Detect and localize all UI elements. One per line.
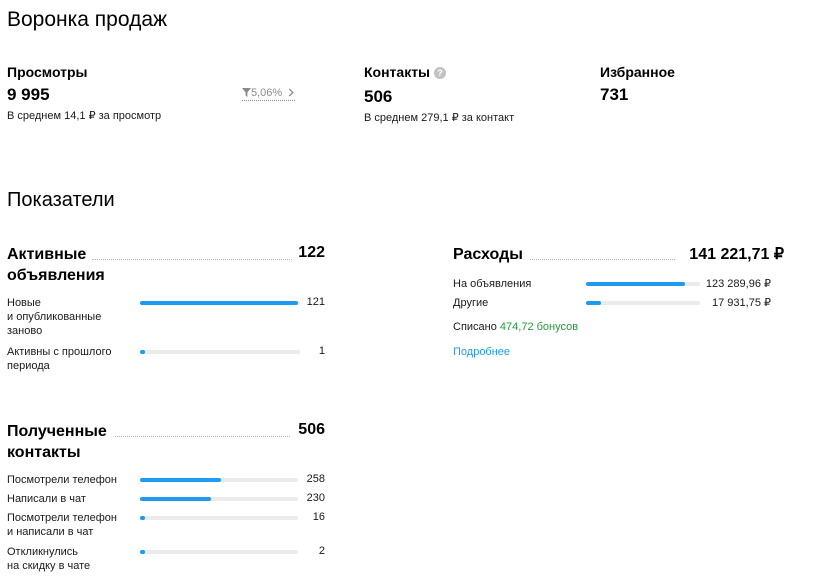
question-icon[interactable]: ? bbox=[434, 67, 447, 79]
active-ads-row-label: Активны с прошлого периода bbox=[7, 345, 111, 373]
leader-dots bbox=[530, 259, 675, 260]
contacts-row-value: 258 bbox=[306, 473, 325, 485]
contacts-row-value: 230 bbox=[306, 492, 325, 504]
leader-dots bbox=[92, 259, 292, 260]
label-line: Посмотрели телефон bbox=[7, 512, 117, 524]
progress-fill bbox=[586, 282, 686, 286]
contacts-value: 506 bbox=[364, 87, 393, 106]
active-ads-row-value: 1 bbox=[318, 345, 325, 357]
received-contacts-title-line2: контакты bbox=[7, 444, 81, 461]
received-contacts-total: 506 bbox=[298, 421, 325, 438]
progress-track bbox=[140, 497, 298, 501]
favorites-value: 731 bbox=[600, 85, 629, 104]
expenses-row-value: 17 931,75 ₽ bbox=[712, 297, 771, 309]
contacts-row-value: 16 bbox=[312, 511, 325, 523]
views-value: 9 995 bbox=[7, 85, 50, 104]
progress-fill bbox=[140, 497, 212, 501]
label-line: периода bbox=[7, 360, 50, 372]
contacts-average: В среднем 279,1 ₽ за контакт bbox=[364, 112, 515, 124]
progress-track bbox=[586, 282, 700, 286]
label-line: Откликнулись bbox=[7, 546, 79, 558]
filter-funnel-icon bbox=[242, 88, 251, 97]
leader-dots bbox=[115, 436, 290, 437]
progress-fill bbox=[140, 550, 145, 554]
contacts-row-label: Посмотрели телефон bbox=[7, 473, 117, 487]
label-line: Новые bbox=[7, 297, 41, 309]
progress-track bbox=[586, 301, 700, 305]
expenses-total: 141 221,71 ₽ bbox=[689, 246, 784, 263]
views-label: Просмотры bbox=[7, 64, 88, 80]
progress-track bbox=[140, 301, 300, 305]
contacts-row-label: Откликнулись на скидку в чате bbox=[7, 545, 90, 573]
label-line: Посмотрели телефон bbox=[7, 474, 117, 486]
progress-fill bbox=[140, 478, 221, 482]
label-line: Активны с прошлого bbox=[7, 346, 112, 358]
received-contacts-title: Полученные контакты bbox=[7, 421, 107, 463]
active-ads-title-line1: Активные bbox=[7, 246, 87, 263]
label-line: Написали в чат bbox=[7, 493, 86, 505]
contacts-row-label: Посмотрели телефон и написали в чат bbox=[7, 511, 117, 539]
favorites-label: Избранное bbox=[600, 64, 675, 80]
progress-fill bbox=[586, 301, 601, 305]
expenses-row-value: 123 289,96 ₽ bbox=[705, 278, 771, 290]
label-line: и опубликованные bbox=[7, 311, 102, 323]
progress-track bbox=[140, 550, 298, 554]
conversion-value: 5,06% bbox=[251, 87, 283, 99]
progress-fill bbox=[140, 516, 145, 520]
progress-track bbox=[140, 516, 298, 520]
bonus-spent: Списано 474,72 бонусов bbox=[453, 320, 578, 334]
funnel-title: Воронка продаж bbox=[7, 8, 168, 31]
conversion-link[interactable]: 5,06% bbox=[242, 87, 296, 101]
label-line: и написали в чат bbox=[7, 526, 94, 538]
more-details-link[interactable]: Подробнее bbox=[453, 346, 511, 358]
contacts-row-value: 2 bbox=[318, 545, 325, 557]
label-line: на скидку в чате bbox=[7, 560, 91, 572]
active-ads-row-value: 121 bbox=[306, 296, 325, 308]
views-average: В среднем 14,1 ₽ за просмотр bbox=[7, 110, 162, 122]
contacts-row-label: Написали в чат bbox=[7, 492, 86, 506]
bonus-spent-prefix: Списано bbox=[453, 321, 497, 333]
active-ads-row-label: Новые и опубликованные заново bbox=[7, 296, 101, 338]
progress-track bbox=[140, 478, 298, 482]
contacts-label-text: Контакты bbox=[364, 64, 431, 80]
active-ads-title: Активные объявления bbox=[7, 244, 105, 286]
progress-fill bbox=[140, 301, 299, 305]
bonus-spent-amount: 474,72 бонусов bbox=[499, 321, 579, 333]
expenses-row-label: Другие bbox=[453, 297, 489, 309]
active-ads-title-line2: объявления bbox=[7, 267, 105, 284]
chevron-right-icon bbox=[289, 88, 295, 97]
active-ads-total: 122 bbox=[298, 244, 325, 261]
indicators-title: Показатели bbox=[7, 189, 115, 211]
expenses-title: Расходы bbox=[453, 246, 523, 263]
label-line: заново bbox=[7, 325, 43, 337]
received-contacts-title-line1: Полученные bbox=[7, 423, 107, 440]
progress-track bbox=[140, 350, 300, 354]
contacts-label: Контакты? bbox=[364, 64, 447, 80]
progress-fill bbox=[140, 350, 145, 354]
expenses-row-label: На объявления bbox=[453, 278, 532, 290]
